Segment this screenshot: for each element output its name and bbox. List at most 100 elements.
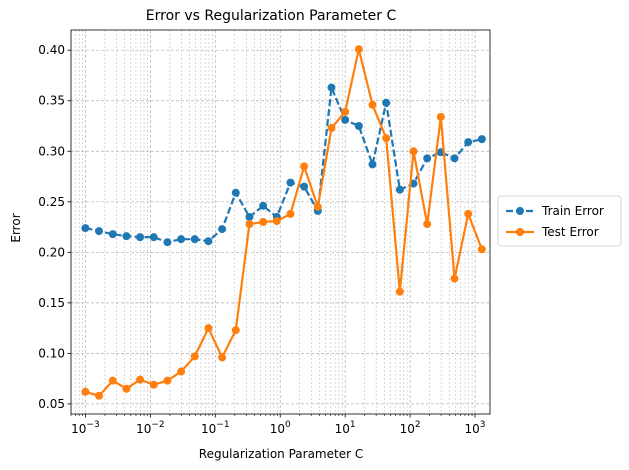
x-tick-label-exponent: 1	[350, 420, 356, 430]
data-point	[136, 233, 145, 242]
data-point	[341, 115, 350, 124]
data-point	[272, 216, 281, 225]
data-point	[300, 182, 309, 191]
data-point	[354, 122, 363, 130]
data-point	[409, 147, 418, 156]
data-point	[368, 100, 377, 109]
data-point	[368, 160, 377, 169]
data-point	[477, 245, 486, 254]
data-point	[436, 112, 445, 121]
axis-ticks: 10−3 10−2 10−1 100 101 102 1030.050.100.150.20…	[38, 43, 485, 436]
data-point	[149, 233, 158, 242]
x-tick-label-base: 10	[465, 422, 480, 436]
legend-box	[497, 195, 622, 247]
y-tick-label: 0.40	[38, 43, 65, 57]
x-axis-title: Regularization Parameter C	[199, 447, 363, 461]
y-tick-label: 0.05	[38, 397, 65, 411]
data-point	[354, 45, 363, 54]
data-point	[423, 154, 432, 163]
legend-label: Train Error	[541, 204, 604, 218]
series-layer	[81, 45, 486, 400]
series-line	[85, 86, 483, 244]
data-point	[464, 209, 473, 218]
x-tick-label: 101	[335, 420, 356, 436]
data-point	[382, 134, 391, 143]
data-point	[136, 375, 145, 384]
data-point	[95, 227, 104, 236]
x-tick-label-base: 10	[136, 422, 151, 436]
x-tick-label: 103	[465, 420, 486, 436]
x-tick-label-base: 10	[400, 422, 415, 436]
data-point	[259, 218, 268, 226]
data-point	[464, 138, 473, 147]
data-point	[245, 212, 254, 221]
series-train-error	[81, 83, 486, 247]
y-tick-label: 0.35	[38, 94, 65, 108]
data-point	[327, 83, 336, 92]
data-point	[108, 230, 117, 239]
data-point	[286, 209, 295, 218]
data-point	[163, 238, 172, 247]
data-point	[300, 162, 309, 171]
legend-label: Test Error	[541, 225, 599, 239]
data-point	[423, 220, 432, 229]
data-point	[190, 235, 199, 244]
y-tick-label: 0.15	[38, 296, 65, 310]
data-point	[95, 391, 104, 400]
legend: Train Error Test Error	[497, 195, 622, 247]
data-point	[218, 353, 227, 362]
data-point	[395, 287, 404, 296]
data-point	[177, 235, 186, 244]
legend-swatch-marker	[516, 228, 524, 236]
x-tick-label-base: 10	[201, 422, 216, 436]
data-point	[450, 274, 459, 283]
data-point	[341, 107, 350, 116]
x-tick-label-base: 10	[335, 422, 350, 436]
x-tick-label: 102	[400, 420, 421, 436]
data-point	[163, 376, 172, 385]
legend-swatch-marker	[516, 207, 524, 215]
x-tick-label: 10−3	[71, 420, 100, 436]
x-tick-label-exponent: 2	[415, 420, 421, 430]
data-point	[218, 225, 227, 234]
y-tick-label: 0.25	[38, 195, 65, 209]
y-tick-label: 0.30	[38, 144, 65, 158]
legend-entry: Train Error	[506, 204, 604, 218]
data-point	[204, 237, 213, 246]
data-point	[231, 326, 240, 335]
data-point	[245, 220, 254, 229]
data-point	[313, 202, 322, 211]
data-point	[450, 154, 459, 163]
x-tick-label: 10−2	[136, 420, 165, 436]
x-tick-label: 100	[270, 420, 291, 436]
data-point	[286, 178, 295, 187]
x-tick-label: 10−1	[201, 420, 230, 436]
data-point	[108, 376, 117, 385]
chart-title: Error vs Regularization Parameter C	[146, 8, 397, 24]
data-point	[231, 188, 240, 197]
data-point	[395, 185, 404, 194]
data-point	[204, 324, 213, 333]
legend-entry: Test Error	[506, 225, 599, 239]
x-tick-label-base: 10	[71, 422, 86, 436]
x-tick-label-exponent: −2	[151, 420, 164, 430]
x-tick-label-exponent: −3	[86, 420, 99, 430]
series-line	[85, 48, 483, 397]
y-tick-label: 0.10	[38, 346, 65, 360]
data-point	[177, 367, 186, 376]
data-point	[477, 135, 486, 144]
data-point	[81, 224, 90, 233]
data-point	[81, 387, 90, 396]
data-point	[122, 232, 131, 241]
data-point	[259, 201, 268, 210]
series-test-error	[81, 45, 486, 400]
y-axis-title: Error	[9, 213, 23, 242]
data-point	[149, 380, 158, 389]
x-tick-label-exponent: 3	[480, 420, 486, 430]
data-point	[122, 384, 131, 393]
x-tick-label-base: 10	[270, 422, 285, 436]
data-point	[327, 124, 336, 133]
y-tick-label: 0.20	[38, 245, 65, 259]
data-point	[382, 98, 391, 107]
